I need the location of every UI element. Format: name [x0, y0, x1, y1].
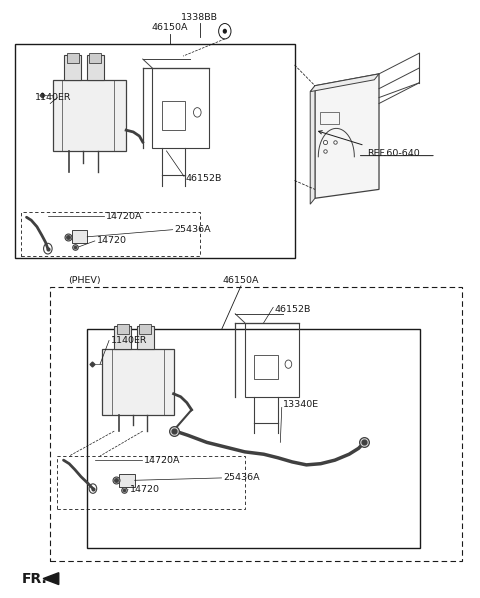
Polygon shape: [310, 86, 315, 204]
Polygon shape: [120, 474, 135, 487]
Polygon shape: [137, 326, 154, 349]
Polygon shape: [315, 74, 379, 199]
Text: 14720A: 14720A: [106, 212, 143, 221]
Polygon shape: [310, 74, 379, 91]
Polygon shape: [254, 355, 278, 379]
Polygon shape: [117, 324, 129, 334]
Text: 14720: 14720: [96, 236, 127, 245]
Polygon shape: [89, 53, 101, 63]
Polygon shape: [139, 324, 151, 334]
Polygon shape: [72, 230, 87, 243]
Polygon shape: [67, 53, 79, 63]
Text: 46152B: 46152B: [275, 305, 311, 314]
Text: 1338BB: 1338BB: [181, 13, 218, 22]
Polygon shape: [114, 326, 131, 349]
Text: 1140ER: 1140ER: [111, 336, 147, 345]
Text: 14720A: 14720A: [144, 456, 180, 465]
Text: 25436A: 25436A: [175, 225, 211, 234]
Polygon shape: [162, 100, 185, 130]
Polygon shape: [53, 80, 126, 151]
Text: 46152B: 46152B: [185, 174, 222, 183]
Text: 1140ER: 1140ER: [35, 93, 72, 102]
Text: FR.: FR.: [22, 572, 48, 585]
Polygon shape: [102, 349, 174, 414]
Text: 14720: 14720: [130, 485, 160, 495]
Text: 46150A: 46150A: [223, 276, 259, 285]
Text: 25436A: 25436A: [223, 474, 260, 483]
Text: 46150A: 46150A: [152, 23, 188, 32]
Text: 13340E: 13340E: [283, 400, 319, 409]
Polygon shape: [43, 573, 59, 585]
Text: REF.60-640: REF.60-640: [367, 148, 420, 157]
Circle shape: [223, 29, 226, 33]
Text: (PHEV): (PHEV): [68, 276, 101, 285]
Polygon shape: [64, 55, 81, 80]
Polygon shape: [87, 55, 104, 80]
